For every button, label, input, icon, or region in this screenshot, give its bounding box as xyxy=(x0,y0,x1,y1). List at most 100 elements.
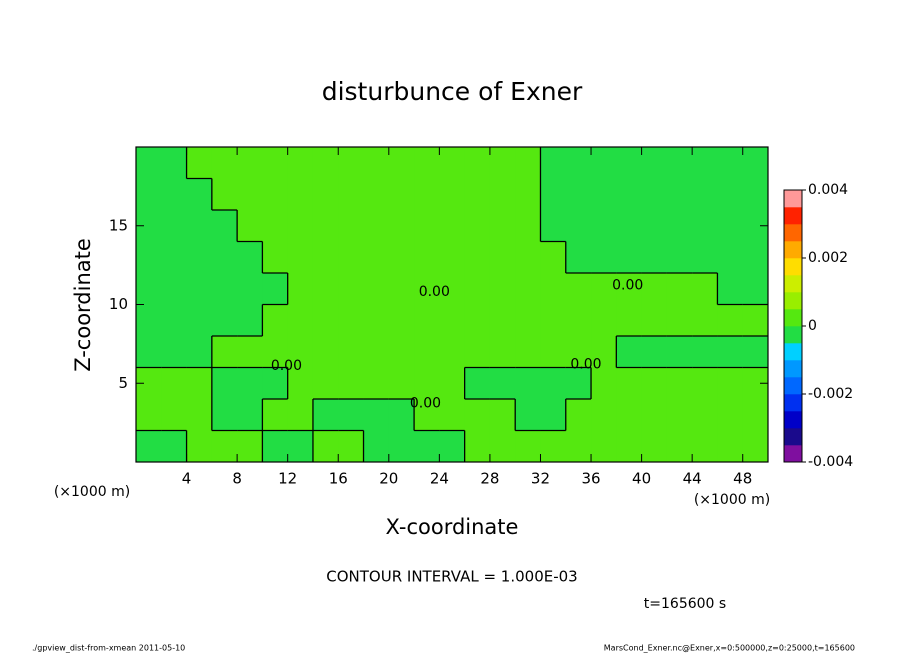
cell xyxy=(540,367,567,400)
cell xyxy=(565,367,592,400)
cell xyxy=(312,178,339,211)
y-axis-label: Z-coordinate xyxy=(71,238,95,372)
cell xyxy=(439,399,466,431)
cell xyxy=(489,336,516,368)
cell xyxy=(186,241,213,274)
cell xyxy=(641,210,668,242)
cell xyxy=(211,336,238,368)
contour-label: 0.00 xyxy=(612,278,643,294)
cell xyxy=(161,178,188,211)
cell xyxy=(186,178,213,211)
cell xyxy=(186,336,213,368)
cell xyxy=(161,304,188,337)
colorbar-tick-label: 0.004 xyxy=(808,182,848,198)
chart-title: disturbunce of Exner xyxy=(322,77,583,106)
contour-label: 0.00 xyxy=(570,356,601,372)
colorbar-bin xyxy=(784,275,802,293)
cell xyxy=(565,273,592,305)
cell xyxy=(464,178,491,211)
cell xyxy=(565,430,592,463)
y-tick-label: 5 xyxy=(118,374,128,392)
time-label: t=165600 s xyxy=(644,596,726,612)
cell xyxy=(717,147,744,179)
cell xyxy=(211,273,238,305)
x-tick-label: 20 xyxy=(379,470,398,488)
colorbar-tick-label: 0 xyxy=(808,318,817,334)
cell xyxy=(666,430,693,463)
cell xyxy=(338,241,365,274)
cell xyxy=(464,367,491,400)
cell xyxy=(237,147,263,179)
cell xyxy=(742,273,769,305)
cell xyxy=(363,430,390,463)
cell xyxy=(692,178,718,211)
x-tick-label: 24 xyxy=(430,470,449,488)
colorbar-bin xyxy=(784,343,802,361)
cell xyxy=(363,178,390,211)
cell xyxy=(641,367,668,400)
cell xyxy=(717,367,744,400)
cell xyxy=(136,430,162,463)
cell xyxy=(515,273,541,305)
cell xyxy=(540,178,567,211)
cell xyxy=(136,241,162,274)
cell xyxy=(515,367,541,400)
cell xyxy=(641,147,668,179)
cell xyxy=(515,304,541,337)
cell xyxy=(439,241,466,274)
cell xyxy=(237,178,263,211)
cell xyxy=(489,304,516,337)
colorbar-bin xyxy=(784,326,802,344)
x-tick-label: 40 xyxy=(632,470,651,488)
cell xyxy=(186,367,213,400)
cell xyxy=(489,430,516,463)
y-tick-label: 15 xyxy=(109,216,128,234)
cell xyxy=(414,430,440,463)
cell xyxy=(591,399,617,431)
cell xyxy=(312,399,339,431)
cell xyxy=(515,210,541,242)
cell xyxy=(312,273,339,305)
colorbar-bin xyxy=(784,241,802,259)
cell xyxy=(136,336,162,368)
colorbar-bin xyxy=(784,445,802,463)
contour-label: 0.00 xyxy=(410,396,441,412)
cell xyxy=(186,399,213,431)
cell xyxy=(515,336,541,368)
cell xyxy=(591,210,617,242)
cell xyxy=(591,178,617,211)
cell xyxy=(616,241,643,274)
cell xyxy=(591,336,617,368)
cell xyxy=(338,178,365,211)
cell xyxy=(565,147,592,179)
cell xyxy=(464,304,491,337)
cell xyxy=(666,304,693,337)
cell xyxy=(338,273,365,305)
cell xyxy=(692,273,718,305)
cell xyxy=(515,178,541,211)
cell xyxy=(742,147,769,179)
cell xyxy=(388,210,415,242)
cell xyxy=(439,178,466,211)
cell xyxy=(641,178,668,211)
x-tick-label: 16 xyxy=(329,470,348,488)
cell xyxy=(641,430,668,463)
x-tick-label: 12 xyxy=(278,470,297,488)
cell xyxy=(616,367,643,400)
cell xyxy=(388,273,415,305)
cell xyxy=(363,367,390,400)
cell xyxy=(287,367,314,400)
cell xyxy=(439,336,466,368)
x-tick-label: 48 xyxy=(733,470,752,488)
footer-right: MarsCond_Exner.nc@Exner,x=0:500000,z=0:2… xyxy=(604,644,855,653)
cell xyxy=(666,273,693,305)
cell xyxy=(161,147,188,179)
cell xyxy=(363,273,390,305)
cell xyxy=(742,336,769,368)
cell xyxy=(287,241,314,274)
cell xyxy=(363,241,390,274)
cell xyxy=(464,241,491,274)
cell xyxy=(363,304,390,337)
cell xyxy=(388,430,415,463)
